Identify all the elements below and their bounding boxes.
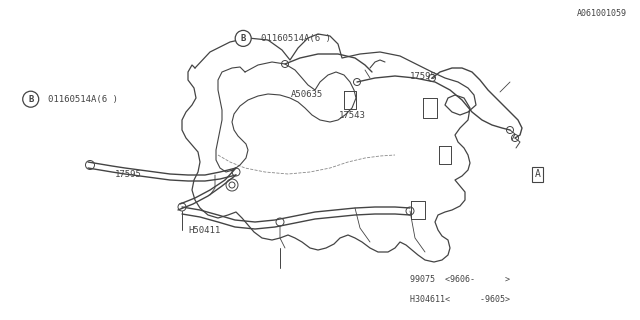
Text: A061001059: A061001059 [577,9,627,18]
Text: H50411: H50411 [189,226,221,235]
Text: 01160514A(6 ): 01160514A(6 ) [261,34,331,43]
Circle shape [229,182,235,188]
Circle shape [23,91,38,107]
Text: 17595: 17595 [115,170,142,179]
Text: 17543: 17543 [339,111,366,120]
Text: A: A [534,169,541,180]
Text: 17595: 17595 [410,72,436,81]
Text: A50635: A50635 [291,90,323,99]
Text: 99075  <9606-      >: 99075 <9606- > [410,276,509,284]
Text: B: B [28,95,33,104]
Text: H304611<      -9605>: H304611< -9605> [410,295,509,304]
Text: 01160514A(6 ): 01160514A(6 ) [48,95,118,104]
Circle shape [236,30,252,46]
Text: B: B [241,34,246,43]
